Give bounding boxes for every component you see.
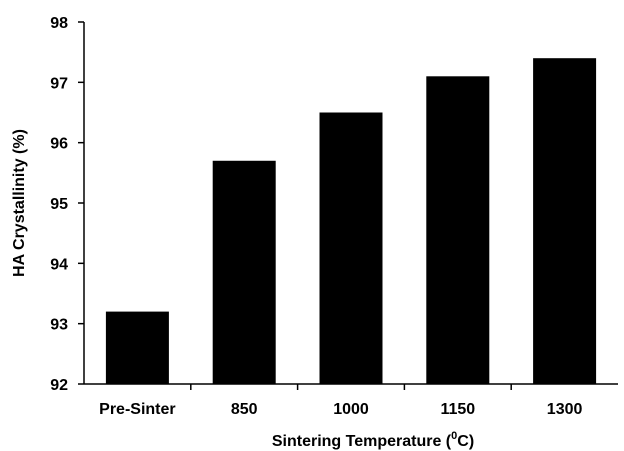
y-tick-label: 94 xyxy=(50,256,68,273)
bar-pre-sinter xyxy=(105,311,169,384)
y-axis-title: HA Crystallinity (%) xyxy=(11,129,28,277)
y-tick-label: 95 xyxy=(50,196,68,213)
y-tick-label: 98 xyxy=(50,15,68,32)
y-tick-label: 92 xyxy=(50,377,68,394)
y-tick-label: 97 xyxy=(50,75,68,92)
x-tick-label: 1300 xyxy=(547,401,583,418)
x-axis-title-sup: 0 xyxy=(451,430,457,442)
bar-1000 xyxy=(319,112,383,384)
x-tick-label: 1000 xyxy=(333,401,369,418)
bar-850 xyxy=(212,160,276,384)
y-tick-label: 93 xyxy=(50,317,68,334)
x-tick-label: 850 xyxy=(231,401,258,418)
bar-1300 xyxy=(533,58,597,384)
x-ticks: Pre-Sinter 850 1000 1150 1300 xyxy=(99,384,582,418)
x-axis-title-suffix: C) xyxy=(457,433,474,450)
x-axis-title: Sintering Temperature (0C) xyxy=(272,430,474,450)
bar-1150 xyxy=(426,76,490,385)
bars xyxy=(105,58,597,385)
x-tick-label: 1150 xyxy=(440,401,475,418)
plot-area: 92 93 94 95 96 97 98 Pre-Sinter 850 1000 1150 1300 xyxy=(50,15,618,418)
y-ticks: 92 93 94 95 96 97 98 xyxy=(50,15,84,394)
y-tick-label: 96 xyxy=(50,136,68,153)
x-axis-title-main: Sintering Temperature ( xyxy=(272,433,452,450)
x-tick-label: Pre-Sinter xyxy=(99,401,175,418)
